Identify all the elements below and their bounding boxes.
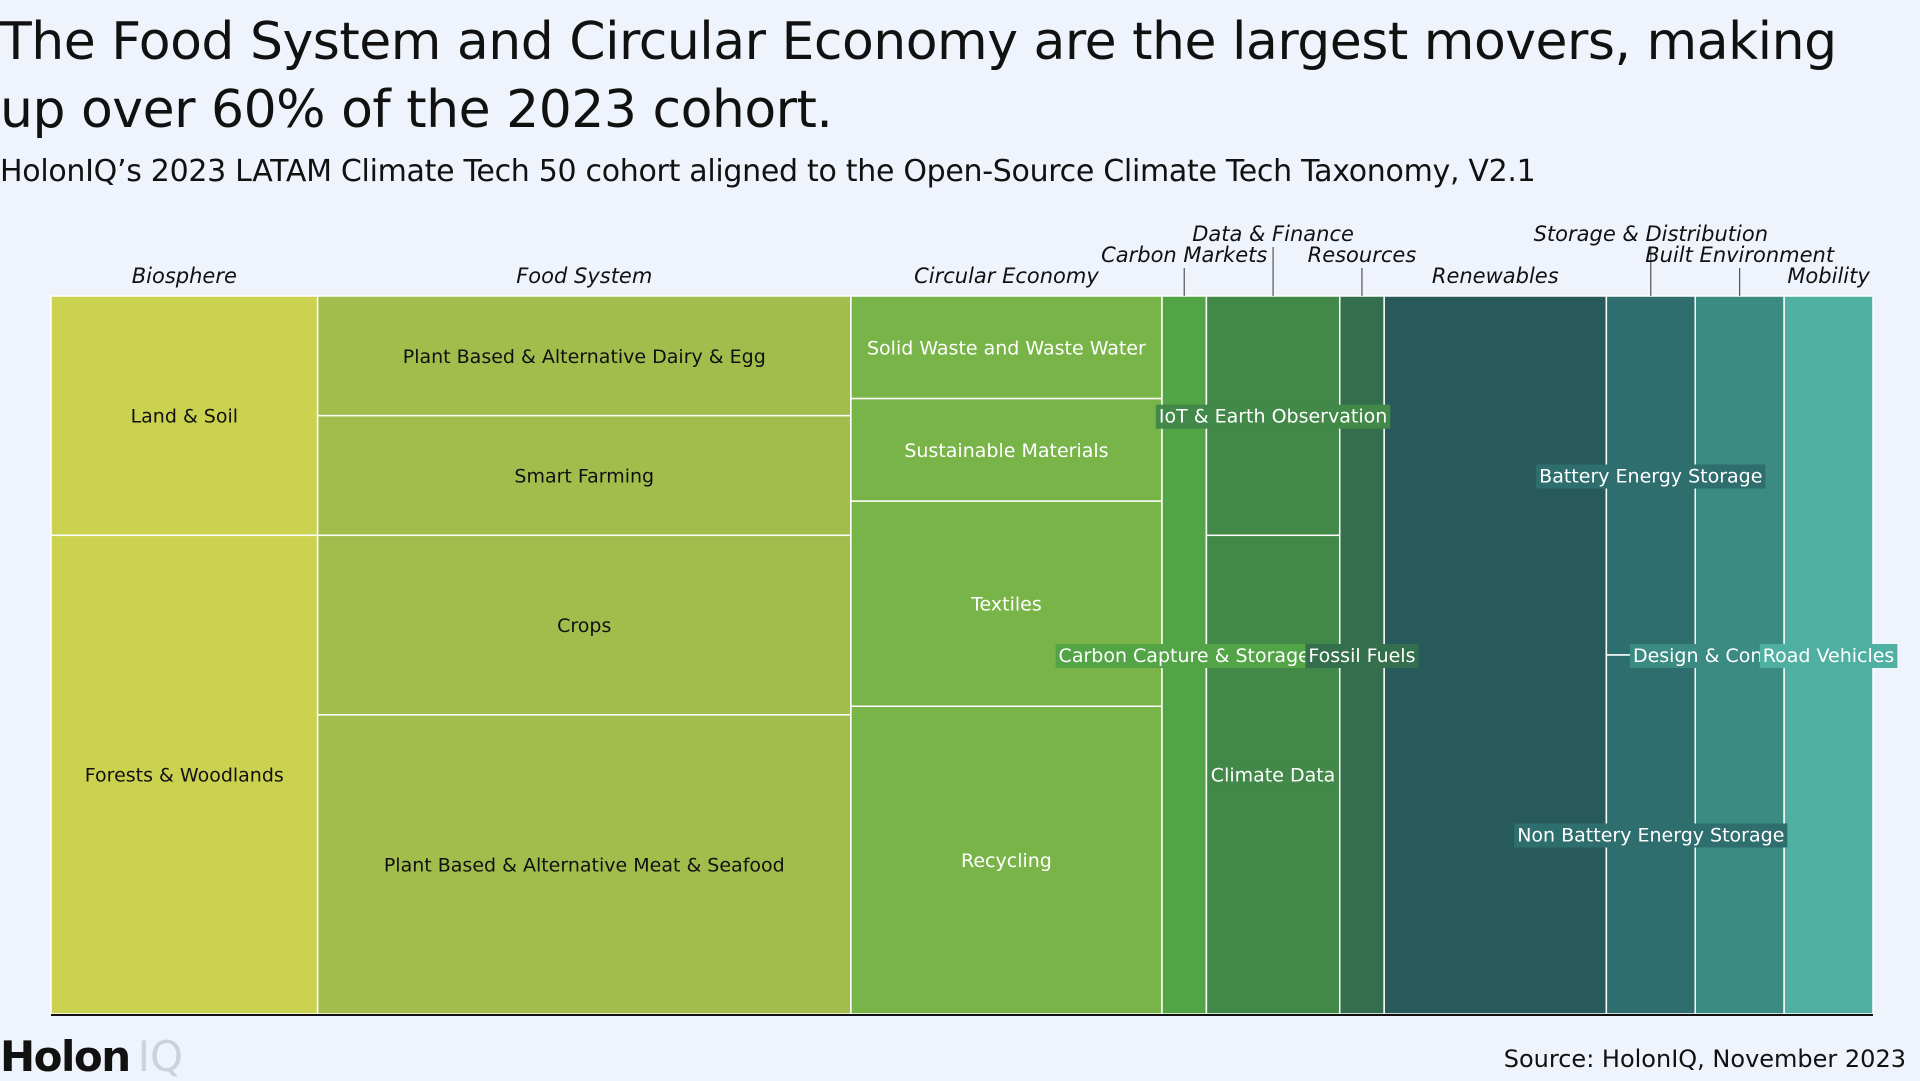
group-header-biosphere: Biosphere: [132, 264, 237, 288]
cell-label-non-battery-energy-storage: Non Battery Energy Storage: [1517, 825, 1784, 847]
cell-label-textiles: Textiles: [970, 594, 1042, 616]
group-header-circular-economy: Circular Economy: [914, 264, 1099, 288]
group-header-food-system: Food System: [516, 264, 652, 288]
group-header-renewables: Renewables: [1432, 264, 1559, 288]
chart-title: The Food System and Circular Economy are…: [0, 12, 1837, 140]
cell-label-solid-waste-and-waste-water: Solid Waste and Waste Water: [867, 337, 1146, 359]
treemap-cell-plant-based-alternative-meat-seafood: [316, 714, 852, 1015]
cell-label-chip-fossil-fuels: [1305, 644, 1419, 668]
group-header-built-environment: Built Environment: [1645, 243, 1835, 267]
cell-label-chip-climate-data: [1207, 763, 1339, 788]
cell-label-chip-road-vehicles: [1759, 644, 1898, 668]
cell-label-land-soil: Land & Soil: [131, 406, 238, 428]
cell-label-smart-farming: Smart Farming: [514, 466, 654, 488]
cell-label-fossil-fuels: Fossil Fuels: [1308, 645, 1415, 667]
cell-label-chip-iot-earth-observation: [1155, 404, 1391, 429]
cell-label-plant-based-alternative-meat-seafood: Plant Based & Alternative Meat & Seafood: [384, 854, 785, 876]
cell-label-iot-earth-observation: IoT & Earth Observation: [1159, 406, 1387, 428]
cell-label-sustainable-materials: Sustainable Materials: [904, 440, 1108, 462]
cell-label-road-vehicles: Road Vehicles: [1763, 645, 1895, 667]
cell-label-recycling: Recycling: [961, 850, 1052, 872]
treemap-cell-solid-waste-and-waste-water: [850, 295, 1163, 400]
treemap-cell-forests-woodlands: [50, 534, 319, 1015]
cell-label-chip-non-battery-energy-storage: [1514, 823, 1788, 848]
treemap-cell-sustainable-materials: [850, 397, 1163, 502]
group-header-resources: Resources: [1308, 243, 1417, 267]
chart-subtitle: HolonIQ’s 2023 LATAM Climate Tech 50 coh…: [0, 154, 1536, 189]
cell-label-battery-energy-storage: Battery Energy Storage: [1539, 466, 1762, 488]
logo-main-text: Holon: [0, 1032, 131, 1081]
cell-label-crops: Crops: [557, 615, 611, 637]
group-header-mobility: Mobility: [1787, 264, 1870, 288]
group-header-carbon-markets: Carbon Markets: [1101, 243, 1267, 267]
logo-accent-text: IQ: [137, 1032, 184, 1081]
group-header-data-finance: Data & Finance: [1192, 222, 1354, 246]
cell-label-chip-carbon-capture-storage: [1055, 644, 1313, 668]
treemap-cell-renewables: [1383, 295, 1608, 1015]
group-header-storage-distribution: Storage & Distribution: [1534, 222, 1768, 246]
cell-label-plant-based-alternative-dairy-egg: Plant Based & Alternative Dairy & Egg: [403, 346, 766, 368]
treemap-cell-recycling: [850, 705, 1163, 1015]
cell-label-climate-data: Climate Data: [1211, 765, 1336, 787]
source-note: Source: HolonIQ, November 2023: [1503, 1045, 1906, 1073]
holoniq-logo: Holon IQ: [0, 1034, 183, 1080]
cell-label-carbon-capture-storage: Carbon Capture & Storage: [1059, 645, 1310, 667]
cell-label-chip-battery-energy-storage: [1536, 464, 1766, 489]
cell-label-forests-woodlands: Forests & Woodlands: [85, 765, 284, 787]
treemap-cell-textiles: [850, 500, 1163, 708]
